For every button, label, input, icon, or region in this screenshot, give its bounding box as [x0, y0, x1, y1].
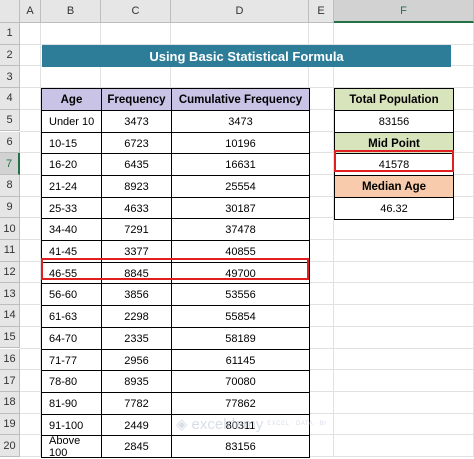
row-header-13[interactable]: 13	[0, 283, 20, 306]
age-cell[interactable]: 10-15	[41, 132, 102, 155]
frequency-cell[interactable]: 8845	[101, 262, 172, 285]
row-header-9[interactable]: 9	[0, 196, 20, 219]
row-header-18[interactable]: 18	[0, 391, 20, 414]
age-cell[interactable]: 81-90	[41, 392, 102, 415]
column-header-b[interactable]: B	[41, 0, 101, 23]
frequency-cell[interactable]: 2298	[101, 305, 172, 328]
frequency-cell[interactable]: 8923	[101, 175, 172, 198]
row-header-3[interactable]: 3	[0, 66, 20, 89]
mid-point-value[interactable]: 41578	[334, 153, 454, 176]
row-header-19[interactable]: 19	[0, 413, 20, 436]
row-header-20[interactable]: 20	[0, 435, 20, 457]
cumulative-frequency-cell[interactable]: 16631	[171, 153, 310, 176]
select-all-corner[interactable]	[0, 0, 20, 23]
cumulative-frequency-cell[interactable]: 58189	[171, 327, 310, 350]
age-cell[interactable]: 21-24	[41, 175, 102, 198]
row-header-16[interactable]: 16	[0, 348, 20, 371]
gridline-horizontal	[20, 87, 474, 88]
cumulative-frequency-cell[interactable]: 70080	[171, 370, 310, 393]
gridline-horizontal	[20, 44, 474, 45]
median-age-label[interactable]: Median Age	[334, 175, 454, 198]
sheet-title: Using Basic Statistical Formula	[42, 45, 451, 67]
mid-point-label[interactable]: Mid Point	[334, 132, 454, 155]
age-cell[interactable]: 34-40	[41, 218, 102, 241]
row-header-7[interactable]: 7	[0, 153, 20, 175]
age-cell[interactable]: 91-100	[41, 414, 102, 437]
column-header-f[interactable]: F	[334, 0, 474, 23]
frequency-cell[interactable]: 3473	[101, 110, 172, 133]
frequency-cell[interactable]: 2335	[101, 327, 172, 350]
frequency-cell[interactable]: 6435	[101, 153, 172, 176]
cumulative-frequency-cell[interactable]: 30187	[171, 197, 310, 220]
row-header-10[interactable]: 10	[0, 218, 20, 240]
age-cell[interactable]: 71-77	[41, 349, 102, 372]
gridline-vertical	[333, 23, 334, 457]
cumulative-frequency-cell[interactable]: 10196	[171, 132, 310, 155]
cumulative-frequency-cell[interactable]: 61145	[171, 349, 310, 372]
table-header-cumulative-frequency[interactable]: Cumulative Frequency	[171, 88, 310, 111]
median-age-value[interactable]: 46.32	[334, 197, 454, 220]
cumulative-frequency-cell[interactable]: 25554	[171, 175, 310, 198]
frequency-cell[interactable]: 7782	[101, 392, 172, 415]
frequency-cell[interactable]: 8935	[101, 370, 172, 393]
total-population-value[interactable]: 83156	[334, 110, 454, 133]
cumulative-frequency-cell[interactable]: 40855	[171, 240, 310, 263]
watermark-logo-icon: ◈	[176, 416, 188, 433]
frequency-cell[interactable]: 7291	[101, 218, 172, 241]
watermark-brand: exceldemy	[191, 415, 264, 433]
age-cell[interactable]: Above 100	[41, 435, 102, 459]
gridline-vertical	[40, 23, 41, 457]
column-header-d[interactable]: D	[171, 0, 309, 23]
cumulative-frequency-cell[interactable]: 53556	[171, 283, 310, 306]
frequency-cell[interactable]: 3377	[101, 240, 172, 263]
row-header-12[interactable]: 12	[0, 261, 20, 284]
age-cell[interactable]: Under 10	[41, 110, 102, 133]
total-population-label[interactable]: Total Population	[334, 88, 454, 111]
age-cell[interactable]: 16-20	[41, 153, 102, 176]
frequency-cell[interactable]: 4633	[101, 197, 172, 220]
column-header-c[interactable]: C	[101, 0, 171, 23]
row-header-8[interactable]: 8	[0, 174, 20, 197]
frequency-cell[interactable]: 6723	[101, 132, 172, 155]
age-cell[interactable]: 78-80	[41, 370, 102, 393]
watermark: ◈ exceldemy EXCEL · DATA · BI	[176, 415, 327, 434]
watermark-tagline: EXCEL · DATA · BI	[267, 421, 327, 427]
row-header-6[interactable]: 6	[0, 131, 20, 154]
column-header-a[interactable]: A	[20, 0, 41, 23]
frequency-cell[interactable]: 2956	[101, 349, 172, 372]
frequency-cell[interactable]: 2449	[101, 414, 172, 437]
age-cell[interactable]: 61-63	[41, 305, 102, 328]
age-cell[interactable]: 25-33	[41, 197, 102, 220]
row-header-11[interactable]: 11	[0, 240, 20, 262]
frequency-cell[interactable]: 2845	[101, 435, 172, 458]
age-cell[interactable]: 46-55	[41, 262, 102, 285]
frequency-cell[interactable]: 3856	[101, 283, 172, 306]
cumulative-frequency-cell[interactable]: 49700	[171, 262, 310, 285]
age-cell[interactable]: 64-70	[41, 327, 102, 350]
cumulative-frequency-cell[interactable]: 3473	[171, 110, 310, 133]
column-header-e[interactable]: E	[309, 0, 334, 23]
cumulative-frequency-cell[interactable]: 77862	[171, 392, 310, 415]
table-header-frequency[interactable]: Frequency	[101, 88, 172, 111]
age-cell[interactable]: 41-45	[41, 240, 102, 263]
row-header-2[interactable]: 2	[0, 44, 20, 67]
age-cell[interactable]: 56-60	[41, 283, 102, 306]
cumulative-frequency-cell[interactable]: 55854	[171, 305, 310, 328]
row-header-1[interactable]: 1	[0, 23, 20, 45]
row-header-17[interactable]: 17	[0, 370, 20, 392]
row-header-15[interactable]: 15	[0, 326, 20, 349]
row-header-5[interactable]: 5	[0, 109, 20, 132]
cumulative-frequency-cell[interactable]: 83156	[171, 435, 310, 458]
cumulative-frequency-cell[interactable]: 37478	[171, 218, 310, 241]
table-header-age[interactable]: Age	[41, 88, 102, 111]
row-header-14[interactable]: 14	[0, 305, 20, 327]
row-header-4[interactable]: 4	[0, 88, 20, 110]
